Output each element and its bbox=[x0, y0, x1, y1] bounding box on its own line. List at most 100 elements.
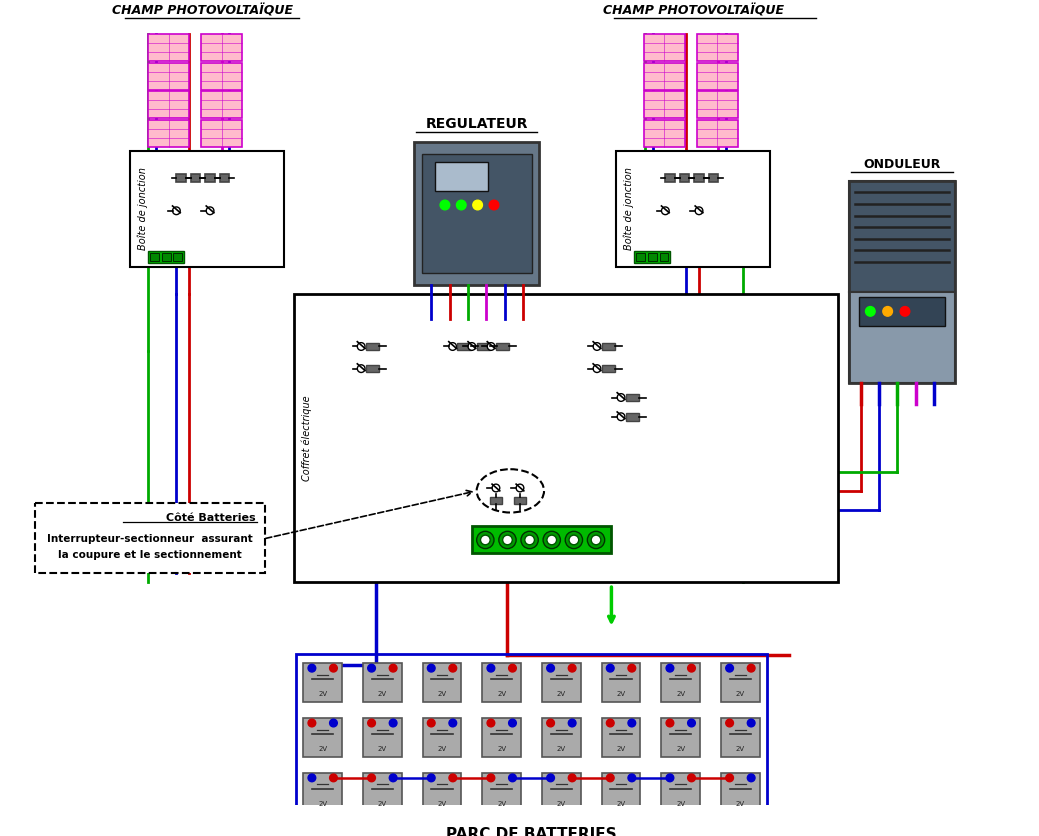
Bar bbox=[303, 772, 342, 812]
Circle shape bbox=[390, 665, 397, 672]
Circle shape bbox=[206, 207, 214, 215]
Bar bbox=[174, 253, 182, 261]
Bar bbox=[662, 718, 700, 757]
Circle shape bbox=[607, 665, 614, 672]
Circle shape bbox=[628, 665, 636, 672]
Circle shape bbox=[308, 719, 316, 726]
Circle shape bbox=[487, 774, 495, 782]
Circle shape bbox=[509, 719, 516, 726]
Bar bbox=[482, 718, 521, 757]
Circle shape bbox=[726, 719, 734, 726]
Bar bbox=[294, 293, 837, 583]
Bar bbox=[602, 663, 640, 701]
Circle shape bbox=[468, 343, 476, 350]
Bar bbox=[542, 718, 581, 757]
Circle shape bbox=[568, 774, 576, 782]
Text: la coupure et le sectionnement: la coupure et le sectionnement bbox=[58, 550, 242, 560]
Circle shape bbox=[568, 665, 576, 672]
Bar bbox=[363, 718, 402, 757]
Text: 2V: 2V bbox=[378, 801, 387, 807]
Bar bbox=[303, 718, 342, 757]
Circle shape bbox=[480, 535, 490, 545]
Bar bbox=[644, 63, 685, 89]
Bar bbox=[602, 343, 615, 350]
Bar bbox=[202, 120, 242, 147]
Circle shape bbox=[591, 535, 601, 545]
Circle shape bbox=[617, 413, 624, 421]
Bar bbox=[423, 772, 461, 812]
Circle shape bbox=[865, 307, 875, 316]
Circle shape bbox=[747, 774, 755, 782]
Circle shape bbox=[569, 535, 579, 545]
Bar bbox=[697, 91, 738, 119]
Text: 2V: 2V bbox=[676, 801, 686, 807]
Circle shape bbox=[441, 200, 450, 210]
Bar bbox=[415, 142, 539, 285]
Bar bbox=[219, 174, 230, 182]
Bar bbox=[202, 63, 242, 89]
Circle shape bbox=[329, 774, 338, 782]
Text: 2V: 2V bbox=[378, 746, 387, 752]
Bar bbox=[366, 343, 379, 350]
Circle shape bbox=[547, 774, 555, 782]
Text: CHAMP PHOTOVOLTAÏQUE: CHAMP PHOTOVOLTAÏQUE bbox=[112, 4, 293, 18]
Circle shape bbox=[509, 665, 516, 672]
Circle shape bbox=[747, 665, 755, 672]
Bar bbox=[542, 772, 581, 812]
Circle shape bbox=[449, 665, 457, 672]
Circle shape bbox=[390, 774, 397, 782]
Circle shape bbox=[449, 774, 457, 782]
Bar bbox=[634, 251, 670, 263]
Text: 2V: 2V bbox=[616, 801, 625, 807]
Bar bbox=[149, 33, 189, 61]
Circle shape bbox=[666, 719, 673, 726]
Circle shape bbox=[547, 535, 557, 545]
Text: 2V: 2V bbox=[676, 691, 686, 697]
Bar bbox=[191, 174, 201, 182]
Circle shape bbox=[883, 307, 893, 316]
Bar bbox=[130, 151, 285, 267]
Bar bbox=[660, 253, 668, 261]
Bar bbox=[849, 181, 955, 292]
Text: 2V: 2V bbox=[318, 691, 327, 697]
Circle shape bbox=[587, 532, 605, 548]
Bar bbox=[662, 663, 700, 701]
Bar bbox=[694, 174, 703, 182]
Bar bbox=[363, 772, 402, 812]
FancyBboxPatch shape bbox=[35, 503, 265, 573]
Text: 2V: 2V bbox=[378, 691, 387, 697]
Circle shape bbox=[607, 719, 614, 726]
Bar bbox=[662, 772, 700, 812]
Text: 2V: 2V bbox=[616, 746, 625, 752]
Circle shape bbox=[568, 719, 576, 726]
Bar bbox=[490, 497, 502, 504]
Bar bbox=[709, 174, 718, 182]
Circle shape bbox=[900, 307, 910, 316]
Circle shape bbox=[547, 665, 555, 672]
Bar bbox=[616, 151, 770, 267]
Text: 2V: 2V bbox=[497, 691, 506, 697]
Text: CHAMP PHOTOVOLTAÏQUE: CHAMP PHOTOVOLTAÏQUE bbox=[603, 4, 783, 18]
Bar bbox=[680, 174, 690, 182]
Bar bbox=[477, 343, 490, 350]
Bar bbox=[542, 663, 581, 701]
Bar bbox=[148, 251, 184, 263]
Circle shape bbox=[487, 343, 495, 350]
Circle shape bbox=[688, 774, 695, 782]
Circle shape bbox=[477, 532, 494, 548]
Text: 2V: 2V bbox=[497, 746, 506, 752]
Bar bbox=[472, 527, 611, 553]
Circle shape bbox=[329, 719, 338, 726]
Circle shape bbox=[492, 484, 500, 492]
Bar bbox=[849, 292, 955, 383]
Circle shape bbox=[487, 665, 495, 672]
Circle shape bbox=[456, 200, 467, 210]
Circle shape bbox=[449, 719, 457, 726]
Bar bbox=[602, 772, 640, 812]
Circle shape bbox=[565, 532, 583, 548]
Circle shape bbox=[607, 774, 614, 782]
Bar bbox=[482, 663, 521, 701]
Text: 2V: 2V bbox=[616, 691, 625, 697]
Text: 2V: 2V bbox=[676, 746, 686, 752]
Circle shape bbox=[516, 484, 524, 492]
